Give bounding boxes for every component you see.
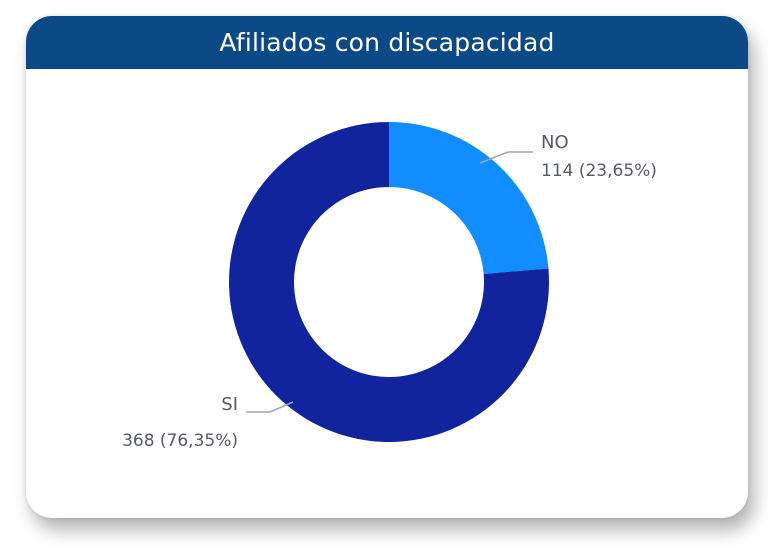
leader-line-si [246, 401, 294, 413]
donut-slice-no[interactable] [389, 122, 549, 274]
donut-slices [228, 122, 549, 443]
leader-line-no [479, 151, 533, 164]
slice-value-label-si: 368 (76,35%) [122, 431, 238, 451]
slice-label-si: SI [221, 394, 238, 415]
card-header: Afiliados con discapacidad [26, 16, 748, 69]
slice-value-label-no: 114 (23,65%) [541, 161, 657, 181]
donut-slice-si[interactable] [228, 122, 549, 443]
slice-label-no: NO [541, 132, 569, 153]
donut-labels: NO 114 (23,65%) SI 368 (76,35%) [122, 132, 657, 451]
chart-title: Afiliados con discapacidad [219, 28, 555, 57]
